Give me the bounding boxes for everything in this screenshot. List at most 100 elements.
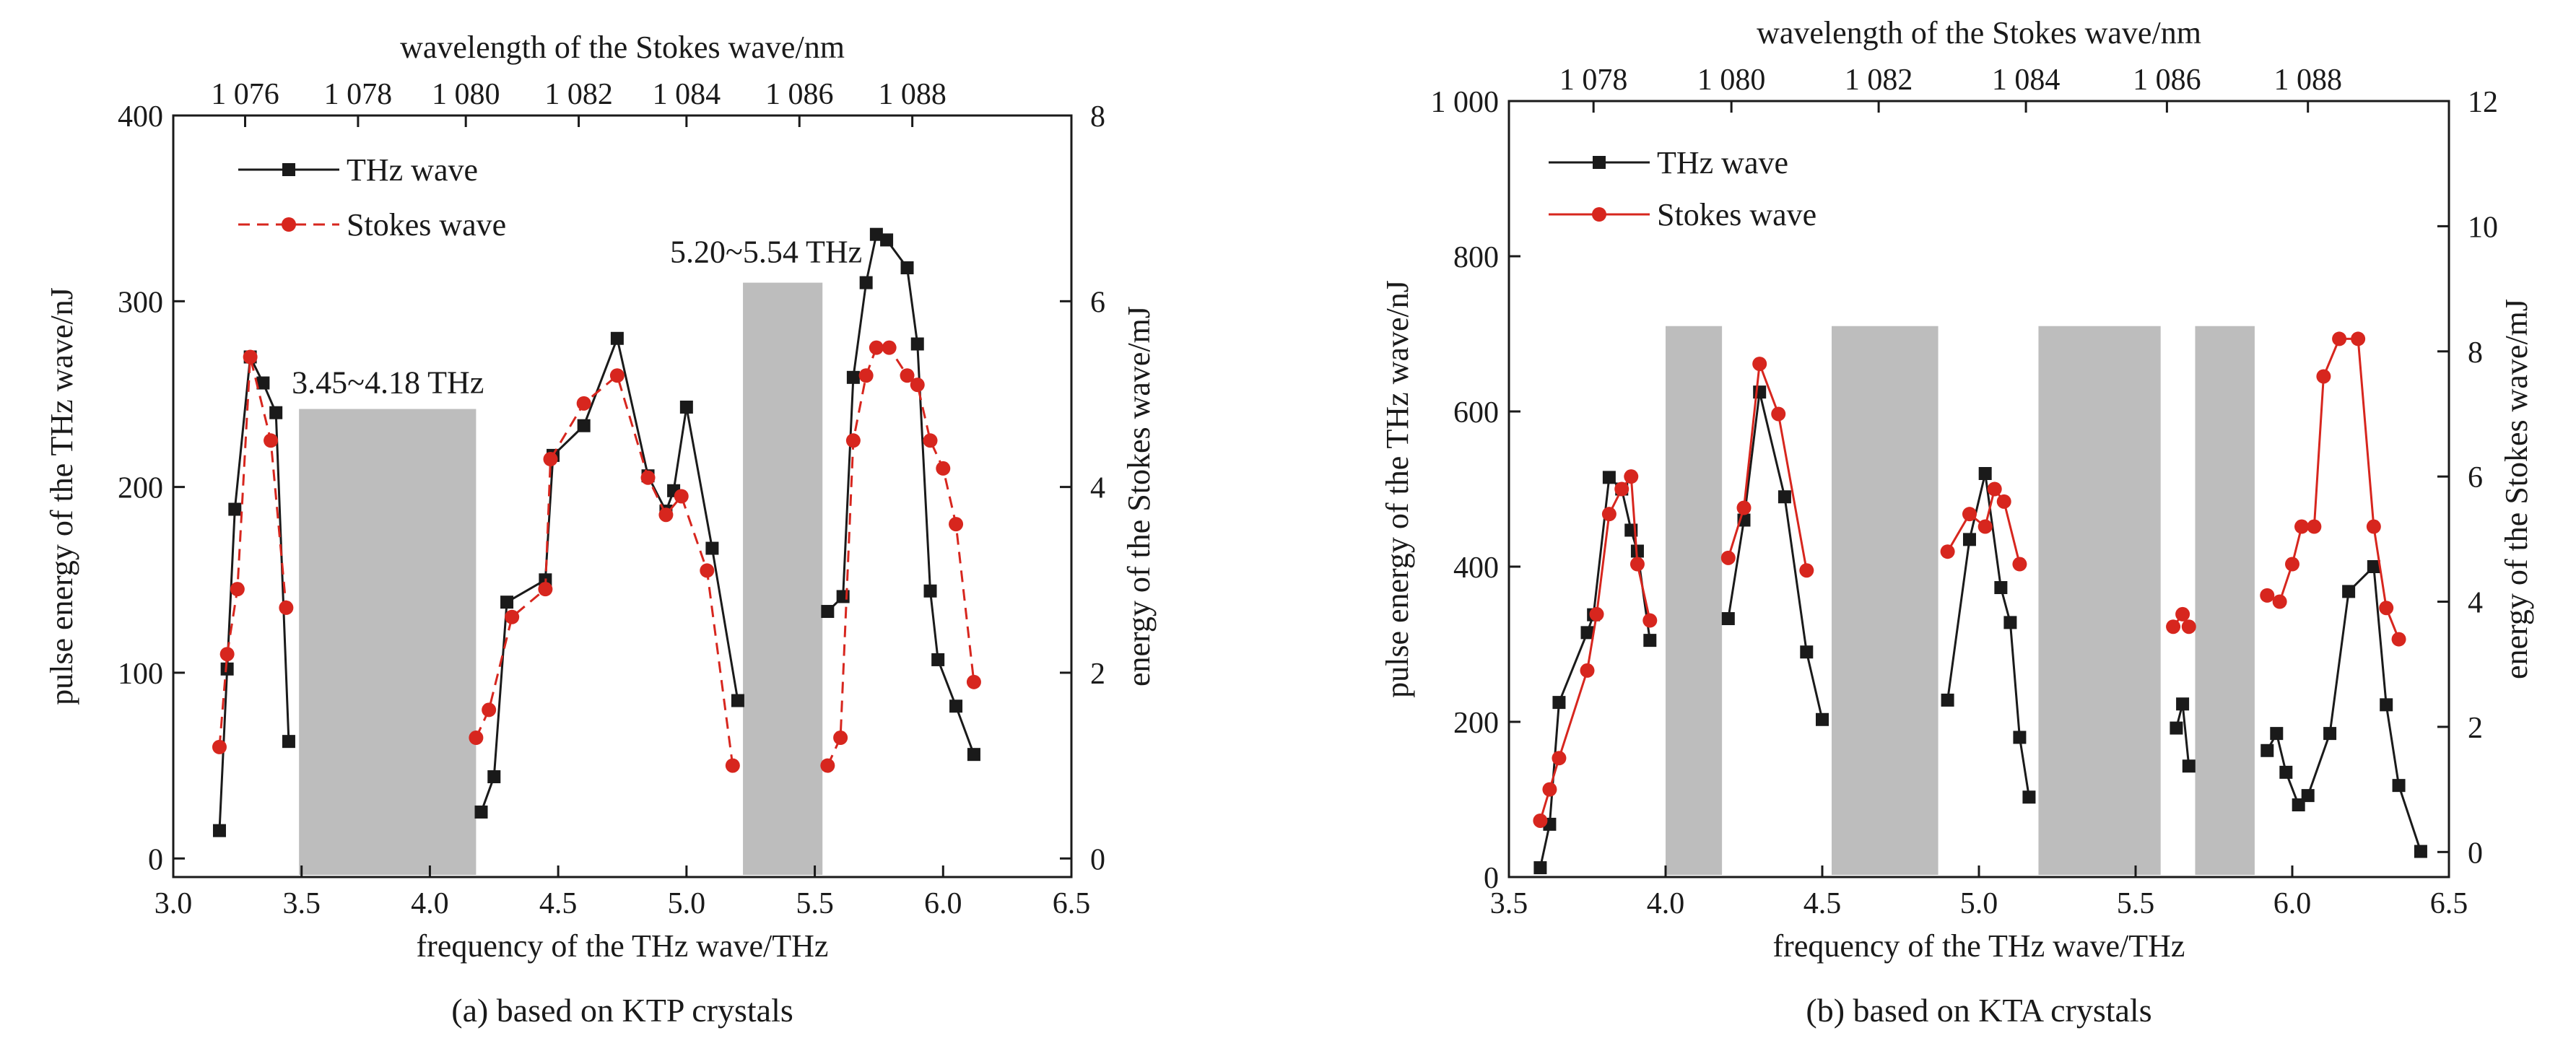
x-axis-title: frequency of the THz wave/THz xyxy=(417,928,829,964)
top-tick-label: 1 086 xyxy=(765,78,834,111)
data-point-thz xyxy=(228,502,242,516)
data-point-thz xyxy=(2380,698,2393,712)
top-tick-label: 1 078 xyxy=(324,78,393,111)
y-tick-label: 400 xyxy=(118,100,163,134)
data-point-thz xyxy=(2170,721,2183,735)
data-point-thz xyxy=(2323,727,2337,741)
series-line-thz xyxy=(827,232,975,755)
top-tick-label: 1 076 xyxy=(211,78,279,111)
data-point-stokes xyxy=(949,517,964,532)
data-point-thz xyxy=(1602,471,1616,484)
series-line-stokes xyxy=(475,373,734,766)
y-tick-label: 200 xyxy=(1453,707,1499,740)
data-point-stokes xyxy=(2175,606,2190,622)
data-point-thz xyxy=(949,699,963,713)
series-line-stokes xyxy=(1539,474,1651,821)
data-point-thz xyxy=(487,770,501,784)
data-point-thz xyxy=(1721,612,1735,626)
series-line-thz xyxy=(480,334,739,813)
data-point-thz xyxy=(1552,696,1566,710)
data-point-thz xyxy=(869,227,883,241)
data-point-stokes xyxy=(1799,563,1814,578)
data-point-stokes xyxy=(910,378,925,393)
data-point-stokes xyxy=(1736,500,1752,515)
data-point-thz xyxy=(2013,731,2027,744)
y2-tick-label: 6 xyxy=(1090,286,1105,319)
data-point-stokes xyxy=(725,758,740,773)
top-tick-label: 1 080 xyxy=(432,78,500,111)
data-point-thz xyxy=(1580,626,1594,640)
band-3 xyxy=(2195,326,2255,875)
legend-label-stokes: Stokes wave xyxy=(347,207,506,243)
data-point-stokes xyxy=(219,647,235,662)
data-point-stokes xyxy=(1601,507,1616,522)
y-tick-label: 100 xyxy=(118,658,163,691)
data-point-stokes xyxy=(2391,632,2406,647)
data-point-stokes xyxy=(1720,550,1736,565)
data-point-thz xyxy=(821,605,835,619)
data-point-stokes xyxy=(1977,519,1993,534)
data-point-thz xyxy=(1777,490,1791,504)
data-point-thz xyxy=(880,233,894,247)
data-point-thz xyxy=(2301,789,2315,803)
data-point-thz xyxy=(256,376,270,390)
y-axis-title: pulse energy of the THz wave/nJ xyxy=(44,287,79,705)
data-point-thz xyxy=(967,748,980,762)
data-point-stokes xyxy=(1771,406,1786,422)
data-point-thz xyxy=(577,419,591,432)
data-point-stokes xyxy=(1752,357,1767,372)
plot-frame xyxy=(1507,100,2450,878)
series-line-thz xyxy=(1727,391,1824,720)
series-line-thz xyxy=(2266,564,2422,852)
data-point-thz xyxy=(500,596,514,609)
data-point-thz xyxy=(900,261,914,274)
data-point-thz xyxy=(1800,645,1814,659)
series-line-thz xyxy=(2175,703,2190,767)
data-point-stokes xyxy=(2294,519,2310,534)
x-tick-label: 5.0 xyxy=(668,887,706,920)
data-point-stokes xyxy=(1589,606,1604,622)
data-point-stokes xyxy=(966,674,981,689)
data-point-stokes xyxy=(609,368,625,383)
data-point-stokes xyxy=(2332,331,2347,346)
data-point-stokes xyxy=(538,582,553,597)
data-point-thz xyxy=(220,662,234,676)
x-tick-label: 3.0 xyxy=(155,887,193,920)
series-line-thz xyxy=(218,353,290,831)
data-point-stokes xyxy=(1962,507,1977,522)
top-tick-label: 1 086 xyxy=(2133,64,2201,97)
chart-panel-b: 3.5 4.0 4.5 5.0 5.5 6.0 6.5 1 078 1 080 1 082 1 08… xyxy=(1380,15,2534,1029)
data-point-thz xyxy=(474,805,488,819)
y2-axis-title: energy of the Stokes wave/mJ xyxy=(2499,299,2534,679)
data-point-stokes xyxy=(674,489,689,504)
y2-tick-label: 4 xyxy=(2468,587,2483,620)
data-point-stokes xyxy=(469,731,484,746)
y2-tick-label: 2 xyxy=(2468,712,2483,745)
data-point-stokes xyxy=(505,609,520,624)
data-point-thz xyxy=(1533,861,1547,875)
x-tick-label: 4.5 xyxy=(1803,887,1842,920)
data-point-stokes xyxy=(2316,369,2331,384)
data-point-thz xyxy=(212,824,226,837)
x-tick-label: 4.0 xyxy=(411,887,449,920)
data-point-thz xyxy=(846,370,860,384)
caption: (b) based on KTA crystals xyxy=(1806,992,2151,1029)
top-tick-label: 1 088 xyxy=(878,78,947,111)
plot-frame xyxy=(172,114,1073,878)
top-axis-title: wavelength of the Stokes wave/nm xyxy=(400,30,845,65)
band-annotation-1: 5.20~5.54 THz xyxy=(670,235,862,270)
data-point-thz xyxy=(2182,759,2196,773)
data-point-thz xyxy=(1978,467,1992,480)
data-point-thz xyxy=(2176,697,2190,711)
data-point-stokes xyxy=(882,340,897,355)
band-0 xyxy=(1666,326,1723,875)
data-point-stokes xyxy=(833,731,848,746)
data-point-stokes xyxy=(2260,588,2275,603)
data-point-thz xyxy=(2392,779,2406,793)
top-tick-label: 1 078 xyxy=(1559,64,1628,97)
top-tick-label: 1 082 xyxy=(544,78,613,111)
x-tick-label: 4.0 xyxy=(1647,887,1685,920)
data-point-thz xyxy=(282,735,295,749)
y-tick-label: 300 xyxy=(118,286,163,319)
data-point-thz xyxy=(731,694,744,707)
